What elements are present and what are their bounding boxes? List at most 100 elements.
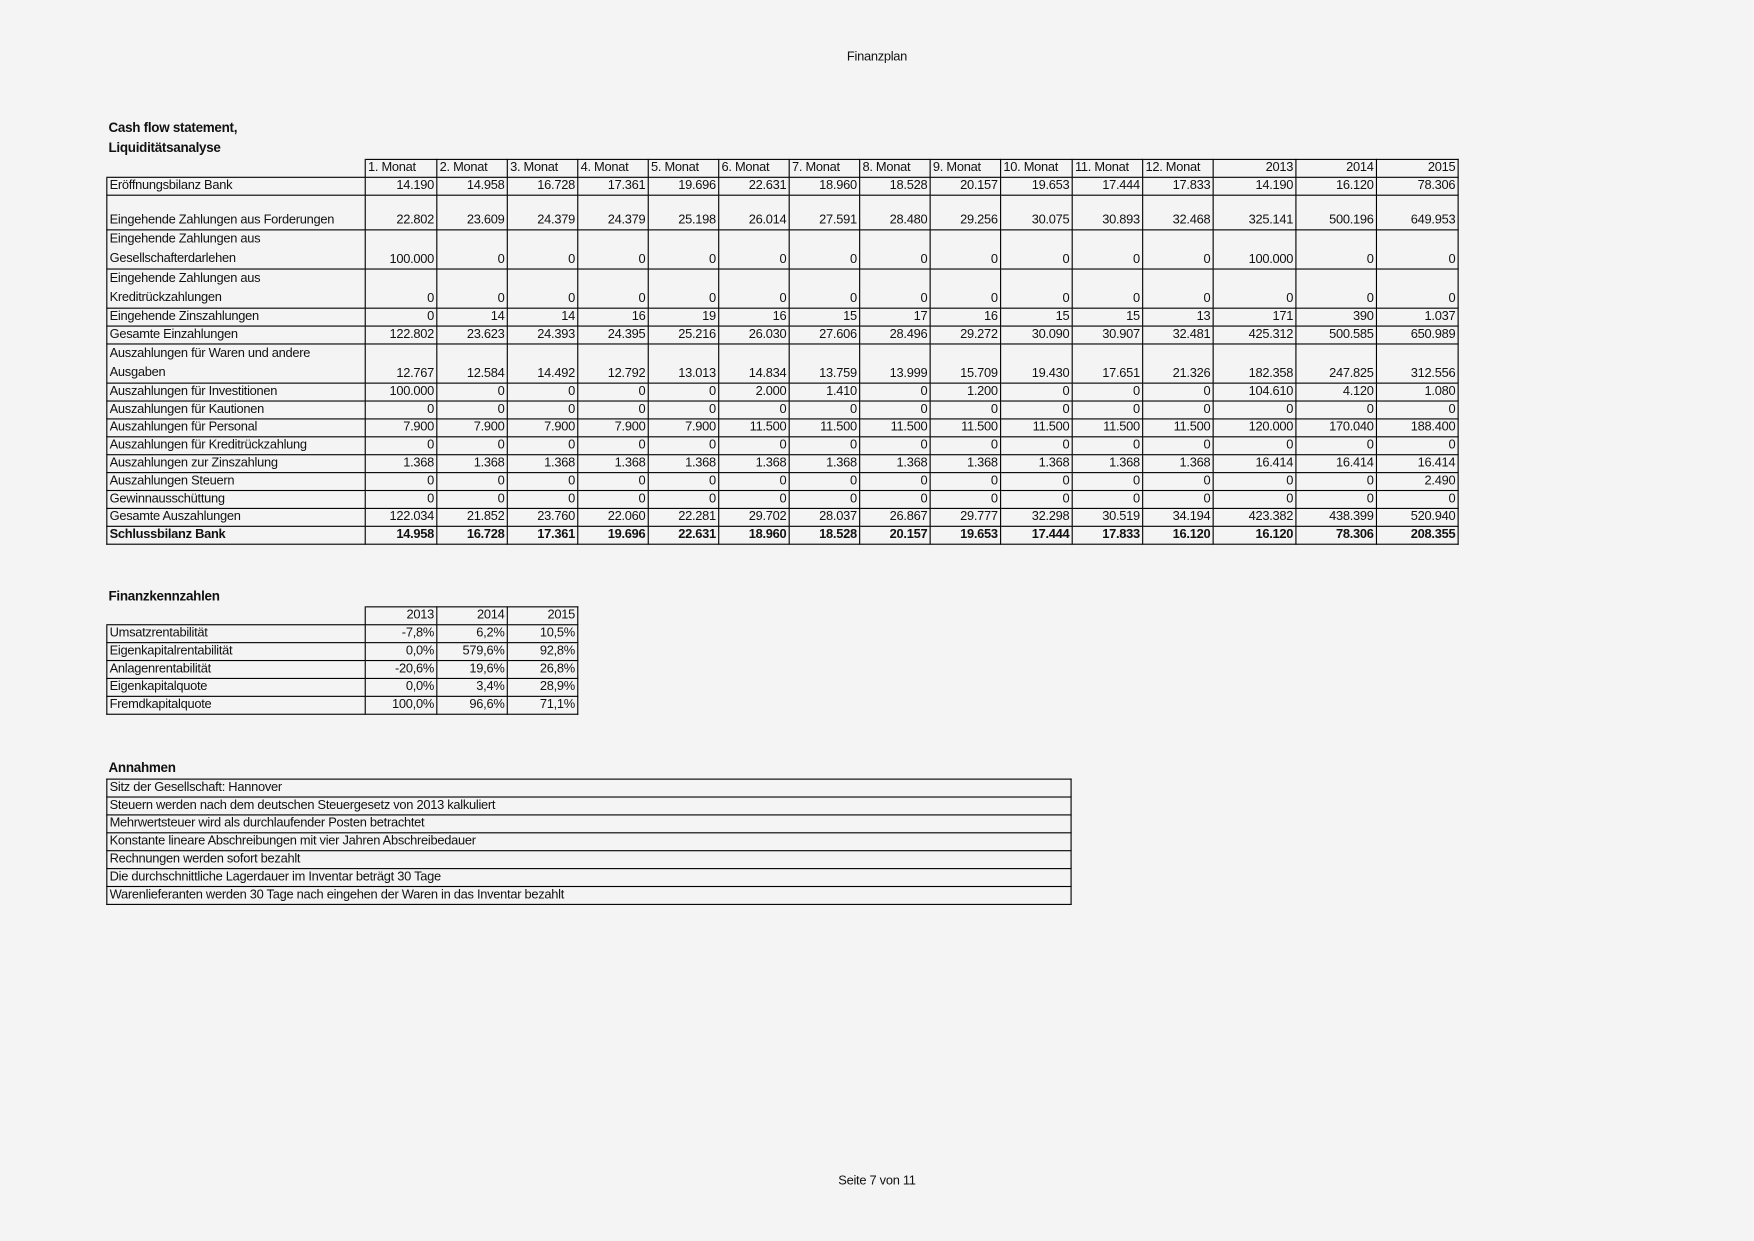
- assumption-row: Sitz der Gesellschaft: Hannover: [106, 778, 1072, 798]
- cell-value: 0: [788, 400, 861, 420]
- column-header: 10. Monat: [1000, 158, 1073, 178]
- row-label: Auszahlungen für Waren und andere Ausgab…: [106, 343, 366, 384]
- cell-value: 19.696: [577, 525, 649, 545]
- cell-value: 0: [506, 229, 579, 270]
- assumption-text: Warenlieferanten werden 30 Tage nach ein…: [106, 885, 1072, 905]
- assumption-text: Sitz der Gesellschaft: Hannover: [106, 778, 1072, 798]
- cell-value: 17.444: [1000, 525, 1073, 545]
- page-footer: Seite 7 von 11: [838, 1174, 916, 1188]
- cell-value: 0: [577, 229, 649, 270]
- table-row: Eingehende Zahlungen aus Forderungen 22.8…: [106, 194, 1459, 231]
- row-label: Schlussbilanz Bank: [106, 525, 366, 545]
- cell-value: 0: [1000, 400, 1073, 420]
- table-row: Auszahlungen für Kautionen 0 0 0 0 0 0 0 0 0 0 0 0 0 0…: [106, 400, 1459, 420]
- cell-value: 24.379: [577, 194, 649, 231]
- cell-value: 13: [1142, 307, 1214, 327]
- row-label: Eingehende Zinszahlungen: [106, 307, 366, 327]
- document-title: Finanzplan: [846, 50, 908, 64]
- cell-value: 22.631: [647, 525, 720, 545]
- cell-value: 0: [506, 268, 579, 309]
- table-row: Auszahlungen für Personal 7.900 7.900 7.900…: [106, 418, 1459, 438]
- cell-value: 18.528: [788, 525, 861, 545]
- kennzahlen-header-row: 2013 2014 2015: [106, 606, 579, 626]
- cell-value: 23.760: [506, 507, 579, 527]
- table-row: Gesamte Auszahlungen 122.034 21.852 23.760 2…: [106, 507, 1459, 527]
- cell-value: 423.382: [1212, 507, 1297, 527]
- cell-value: 0: [718, 400, 790, 420]
- row-label: Umsatzrentabilität: [106, 624, 366, 644]
- cell-value: 0: [436, 400, 508, 420]
- cell-value: 0: [436, 268, 508, 309]
- cell-value: 16: [929, 307, 1002, 327]
- cell-value: 0: [436, 229, 508, 270]
- cell-value: 0: [859, 268, 931, 309]
- cell-value: 7.900: [364, 418, 438, 438]
- assumption-text: Rechnungen werden sofort bezahlt: [106, 850, 1072, 870]
- cell-value: 7.900: [506, 418, 579, 438]
- cell-value: 1.368: [506, 454, 579, 474]
- cell-value: 1.368: [788, 454, 861, 474]
- cell-value: 17.651: [1071, 343, 1144, 384]
- cell-value: 182.358: [1212, 343, 1297, 384]
- cell-value: 30.519: [1071, 507, 1144, 527]
- cell-value: 10,5%: [506, 624, 579, 644]
- column-header: 2015: [1375, 158, 1459, 178]
- column-header: 4. Monat: [577, 158, 649, 178]
- assumption-row: Rechnungen werden sofort bezahlt: [106, 850, 1072, 870]
- table-row: Gesamte Einzahlungen 122.802 23.623 24.393 2…: [106, 325, 1459, 345]
- cell-value: 0: [1295, 489, 1378, 509]
- cell-value: 16.414: [1375, 454, 1459, 474]
- cell-value: 24.395: [577, 325, 649, 345]
- cell-value: 17.444: [1071, 176, 1144, 196]
- cell-value: 14.492: [506, 343, 579, 384]
- cell-value: 0: [1142, 436, 1214, 456]
- cell-value: 100.000: [1212, 229, 1297, 270]
- cell-value: 0: [506, 382, 579, 402]
- cell-value: 16.414: [1212, 454, 1297, 474]
- cell-value: 0: [647, 400, 720, 420]
- cell-value: 0: [1071, 229, 1144, 270]
- cell-value: 1.368: [1071, 454, 1144, 474]
- row-label: Eigenkapitalrentabilität: [106, 642, 366, 662]
- cell-value: 170.040: [1295, 418, 1378, 438]
- assumption-row: Konstante lineare Abschreibungen mit vie…: [106, 832, 1072, 852]
- cell-value: 0: [1295, 436, 1378, 456]
- table-row: Umsatzrentabilität -7,8% 6,2% 10,5%: [106, 624, 579, 644]
- cell-value: 4.120: [1295, 382, 1378, 402]
- cell-value: 19.653: [1000, 176, 1073, 196]
- cell-value: 500.196: [1295, 194, 1378, 231]
- cell-value: 32.481: [1142, 325, 1214, 345]
- table-row: Anlagenrentabilität -20,6% 19,6% 26,8%: [106, 659, 579, 680]
- cell-value: 0: [577, 436, 649, 456]
- cell-value: 0: [436, 472, 508, 492]
- table-row: Auszahlungen Steuern 0 0 0 0 0 0 0 0 0 0 0 0 0 0 2.490: [106, 472, 1459, 492]
- cell-value: 0: [1295, 400, 1378, 420]
- cell-value: 0: [506, 489, 579, 509]
- cashflow-header-row: 1. Monat 2. Monat 3. Monat 4. Monat 5. Monat…: [106, 158, 1459, 178]
- cell-value: 0: [929, 229, 1002, 270]
- table-row: Auszahlungen für Waren und andere Ausgab…: [106, 343, 1459, 384]
- cell-value: 0: [859, 472, 931, 492]
- cell-value: 0: [1375, 436, 1459, 456]
- cell-value: 15.709: [929, 343, 1002, 384]
- cell-value: 1.368: [436, 454, 508, 474]
- cell-value: 30.090: [1000, 325, 1073, 345]
- cell-value: 0: [788, 472, 861, 492]
- cell-value: 188.400: [1375, 418, 1459, 438]
- column-header: 2015: [506, 606, 579, 626]
- cell-value: 23.623: [436, 325, 508, 345]
- cell-value: 96,6%: [436, 695, 508, 715]
- cell-value: 15: [788, 307, 861, 327]
- cell-value: 0: [647, 472, 720, 492]
- row-label: Eigenkapitalquote: [106, 677, 366, 697]
- cell-value: 0: [436, 489, 508, 509]
- cell-value: 0: [577, 472, 649, 492]
- cell-value: 1.368: [859, 454, 931, 474]
- cell-value: 0: [859, 400, 931, 420]
- cell-value: 0: [1375, 268, 1459, 309]
- cell-value: 11.500: [718, 418, 790, 438]
- cell-value: 0: [1212, 472, 1297, 492]
- cell-value: 0: [1071, 436, 1144, 456]
- header-blank-cell: [106, 606, 366, 626]
- cell-value: 21.852: [436, 507, 508, 527]
